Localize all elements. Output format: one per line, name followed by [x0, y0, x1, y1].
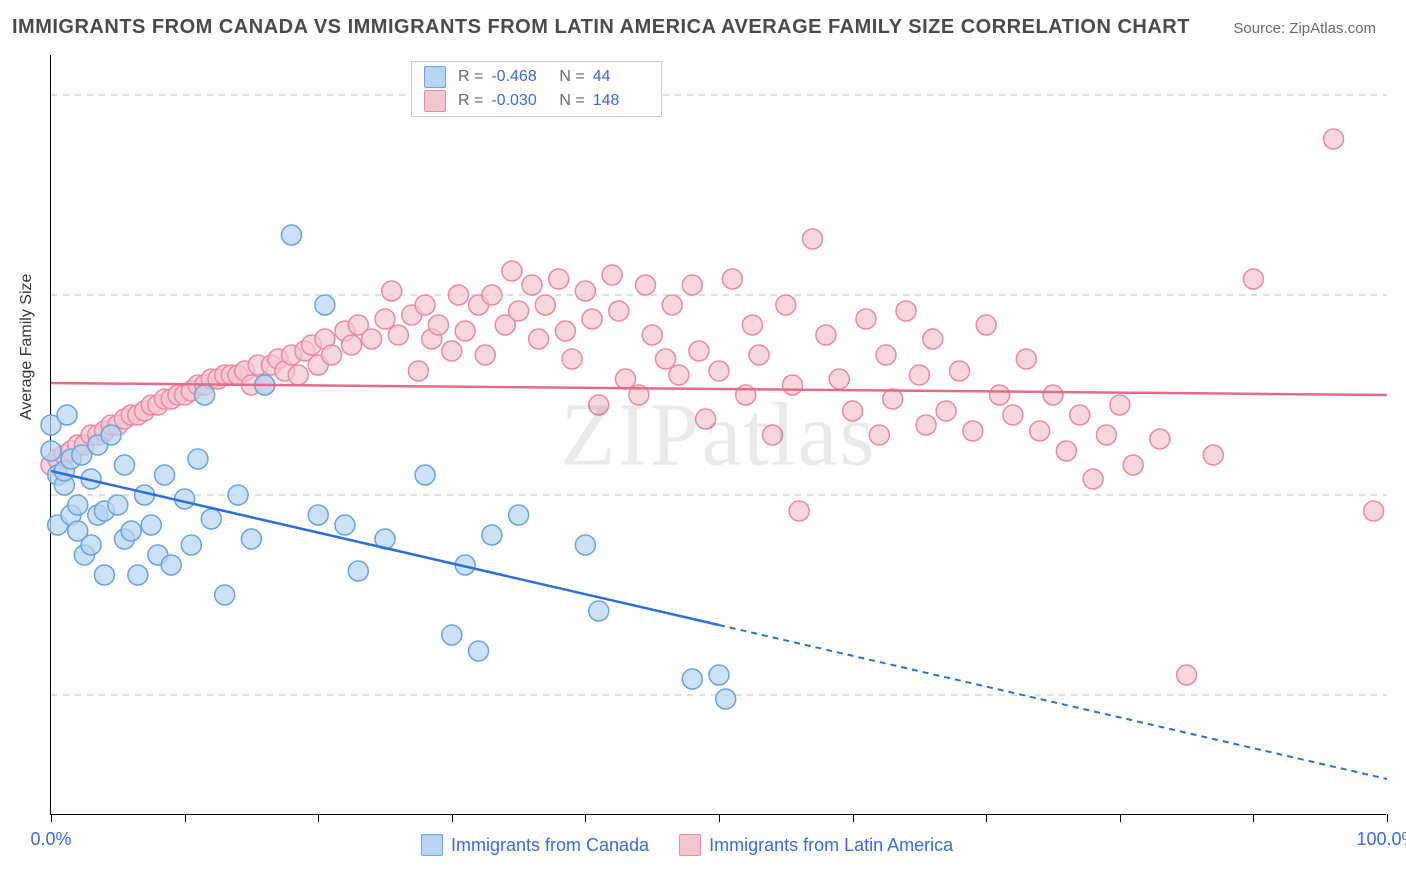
legend-label-latin: Immigrants from Latin America	[709, 835, 953, 856]
series-legend: Immigrants from Canada Immigrants from L…	[421, 834, 953, 856]
x-tick	[719, 814, 720, 822]
legend-item-latin: Immigrants from Latin America	[679, 834, 953, 856]
legend-label-canada: Immigrants from Canada	[451, 835, 649, 856]
x-tick	[853, 814, 854, 822]
n-value-canada: 44	[593, 68, 649, 86]
stats-row-latin: R = -0.030 N = 148	[424, 90, 649, 112]
n-label: N =	[559, 92, 584, 110]
n-label: N =	[559, 68, 584, 86]
n-value-latin: 148	[593, 92, 649, 110]
plot-area: ZIPatlas R = -0.468 N = 44 R = -0.030 N …	[50, 55, 1386, 815]
stats-row-canada: R = -0.468 N = 44	[424, 66, 649, 88]
x-tick-label: 0.0%	[30, 829, 71, 850]
x-tick	[1253, 814, 1254, 822]
swatch-latin	[424, 90, 446, 112]
source-prefix: Source:	[1233, 20, 1285, 37]
x-tick	[1120, 814, 1121, 822]
trend-line	[51, 383, 1387, 395]
trend-line-extrapolated	[719, 625, 1387, 779]
x-tick	[986, 814, 987, 822]
r-value-latin: -0.030	[491, 92, 547, 110]
source-label: Source: ZipAtlas.com	[1233, 20, 1376, 37]
legend-item-canada: Immigrants from Canada	[421, 834, 649, 856]
x-tick-label: 100.0%	[1356, 829, 1406, 850]
x-tick	[452, 814, 453, 822]
chart-title: IMMIGRANTS FROM CANADA VS IMMIGRANTS FRO…	[12, 16, 1190, 39]
x-tick	[318, 814, 319, 822]
r-label: R =	[458, 68, 483, 86]
swatch-latin-bottom	[679, 834, 701, 856]
trend-layer	[51, 55, 1386, 814]
swatch-canada-bottom	[421, 834, 443, 856]
r-value-canada: -0.468	[491, 68, 547, 86]
x-tick	[585, 814, 586, 822]
stats-legend: R = -0.468 N = 44 R = -0.030 N = 148	[411, 61, 662, 117]
source-name: ZipAtlas.com	[1289, 20, 1376, 37]
x-tick	[1387, 814, 1388, 822]
r-label: R =	[458, 92, 483, 110]
x-tick	[185, 814, 186, 822]
x-tick	[51, 814, 52, 822]
swatch-canada	[424, 66, 446, 88]
y-axis-label: Average Family Size	[18, 274, 36, 420]
trend-line	[51, 471, 719, 625]
